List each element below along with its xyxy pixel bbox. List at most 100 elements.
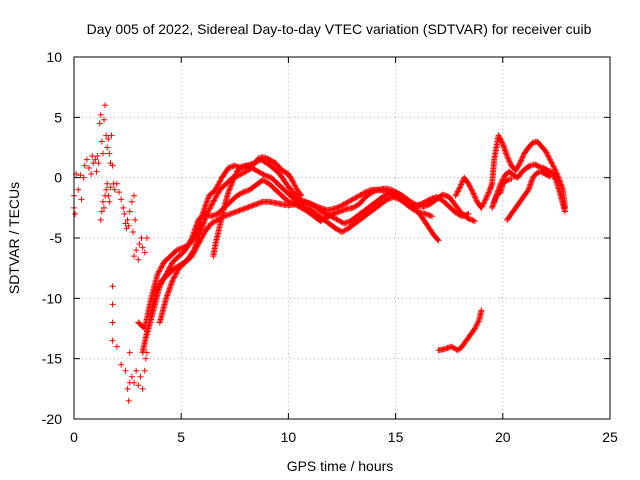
chart-title: Day 005 of 2022, Sidereal Day-to-day VTE… [87, 21, 592, 37]
data-point [206, 206, 213, 213]
data-point [165, 267, 172, 274]
data-point [132, 216, 139, 223]
data-point [111, 186, 118, 193]
data-point [167, 263, 174, 270]
data-point [238, 170, 245, 177]
data-point [171, 274, 178, 281]
data-point [251, 166, 258, 173]
data-point [335, 217, 342, 224]
data-point [212, 194, 219, 201]
data-point [456, 184, 463, 191]
data-point [344, 199, 351, 206]
data-point [336, 227, 343, 234]
data-point [333, 226, 340, 233]
data-point [545, 153, 552, 160]
data-point [225, 189, 232, 196]
data-point [479, 202, 486, 209]
data-point [505, 157, 512, 164]
data-point [339, 202, 346, 209]
data-point [329, 211, 336, 218]
data-point [505, 155, 512, 162]
data-point [254, 167, 261, 174]
data-point [138, 235, 145, 241]
data-point [508, 175, 515, 182]
data-point [289, 178, 296, 185]
data-point [232, 172, 239, 179]
data-point [210, 219, 217, 226]
data-point [544, 152, 551, 159]
data-point [156, 283, 163, 290]
y-tick-label: 0 [54, 170, 62, 186]
x-tick-label: 5 [177, 429, 185, 445]
data-point [141, 249, 148, 256]
data-point [166, 264, 173, 271]
data-point [88, 171, 95, 178]
data-point [335, 226, 342, 233]
data-point [496, 133, 503, 140]
data-point [349, 196, 356, 203]
data-point [342, 226, 349, 233]
data-point [347, 197, 354, 204]
data-point [469, 189, 476, 196]
data-point [467, 184, 474, 191]
data-point [95, 160, 102, 167]
data-point [297, 191, 304, 198]
data-point [349, 204, 356, 211]
data-point [394, 193, 401, 200]
data-point [256, 169, 263, 176]
data-point [109, 162, 116, 169]
data-point [126, 349, 133, 356]
data-point [320, 216, 327, 223]
data-point [105, 192, 112, 199]
data-point [351, 195, 358, 202]
data-point [118, 196, 125, 203]
data-point [184, 243, 191, 250]
data-point [131, 379, 138, 386]
data-point [390, 191, 397, 198]
data-point [195, 241, 202, 248]
data-point [120, 204, 127, 211]
data-point [169, 277, 176, 284]
data-point [342, 200, 349, 207]
data-point [429, 213, 436, 220]
data-point [291, 181, 298, 188]
data-point [106, 150, 113, 157]
data-point [339, 228, 345, 235]
data-point [551, 166, 558, 173]
data-point [475, 318, 482, 325]
data-point [546, 173, 553, 180]
data-point [216, 180, 223, 187]
data-point [214, 190, 221, 197]
data-point [226, 185, 233, 192]
data-point [105, 136, 112, 143]
data-point [103, 186, 110, 193]
data-point [526, 163, 533, 170]
data-point [480, 200, 487, 207]
data-point [228, 181, 235, 188]
data-point [318, 217, 325, 224]
data-point [552, 176, 559, 183]
data-point [159, 261, 166, 268]
data-point [398, 196, 405, 203]
data-point [193, 243, 200, 250]
data-point [323, 214, 330, 221]
data-point [517, 158, 524, 165]
data-point [161, 275, 168, 282]
data-point [98, 208, 105, 215]
data-point [357, 192, 364, 199]
data-point [135, 256, 142, 263]
data-point [198, 235, 205, 242]
data-point [231, 174, 238, 181]
data-point [551, 165, 558, 172]
data-point [516, 160, 523, 167]
data-point [454, 188, 461, 195]
data-point [133, 367, 140, 374]
data-point [504, 152, 511, 159]
data-point [478, 307, 485, 314]
data-point [182, 247, 189, 254]
data-point [458, 180, 465, 187]
data-point [459, 178, 466, 185]
data-point [550, 163, 557, 170]
data-point [242, 168, 249, 175]
data-point [424, 197, 431, 204]
